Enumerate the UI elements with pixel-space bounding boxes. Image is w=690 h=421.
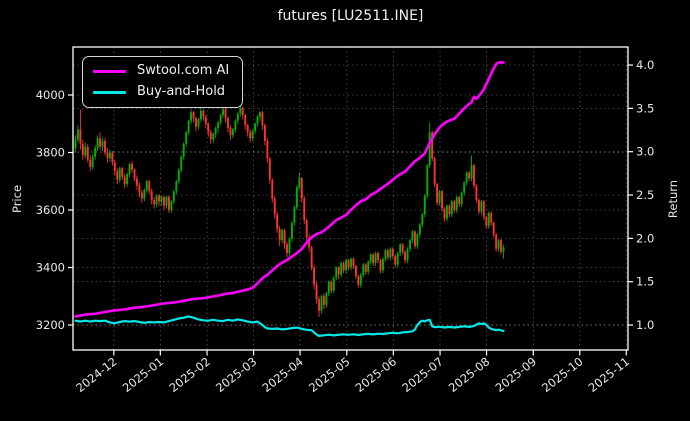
svg-text:2025-10: 2025-10 [539, 354, 585, 395]
return-axis-title: Return [666, 179, 680, 219]
axis-ticks-and-labels: 3200 3400 3600 3800 4000 1.0 1.5 2.0 2.5 3.0 3.5 4.… [36, 58, 655, 395]
svg-text:3.0: 3.0 [636, 145, 654, 159]
svg-text:2025-11: 2025-11 [586, 354, 632, 395]
ai-line-swatch-icon [93, 69, 126, 73]
svg-text:1.0: 1.0 [636, 318, 654, 332]
svg-text:2025-05: 2025-05 [306, 354, 352, 395]
bh-line-swatch-icon [93, 90, 126, 94]
ai-line [74, 61, 505, 318]
legend-label-ai: Swtool.com AI [137, 63, 230, 78]
svg-text:4.0: 4.0 [636, 58, 654, 72]
plot-border [72, 46, 629, 351]
svg-text:3.5: 3.5 [636, 101, 654, 115]
svg-text:3200: 3200 [36, 318, 65, 332]
candles-layer [74, 102, 505, 317]
svg-text:2025-02: 2025-02 [166, 354, 212, 395]
svg-text:2.0: 2.0 [636, 231, 654, 245]
svg-text:2025-06: 2025-06 [353, 354, 399, 395]
svg-text:2024-12: 2024-12 [73, 354, 119, 395]
svg-text:2025-07: 2025-07 [399, 354, 445, 395]
legend-label-buy-and-hold: Buy-and-Hold [137, 84, 226, 100]
svg-text:3400: 3400 [36, 260, 65, 274]
svg-text:2025-08: 2025-08 [446, 354, 492, 395]
svg-text:2025-04: 2025-04 [259, 354, 305, 395]
legend-item-buy-and-hold: Buy-and-Hold [93, 84, 229, 100]
svg-text:3600: 3600 [36, 203, 65, 217]
grid-layer [73, 47, 628, 350]
svg-text:3800: 3800 [36, 146, 65, 160]
svg-text:2.5: 2.5 [636, 188, 654, 202]
chart-title: futures [LU2511.INE] [277, 8, 424, 24]
svg-text:2025-03: 2025-03 [213, 354, 259, 395]
chart-legend: Swtool.com AI Buy-and-Hold [82, 56, 244, 108]
price-axis-title: Price [10, 184, 24, 214]
bh-line [74, 315, 505, 337]
svg-text:4000: 4000 [36, 88, 65, 102]
legend-item-ai: Swtool.com AI [93, 63, 230, 78]
svg-text:2025-01: 2025-01 [120, 354, 166, 395]
svg-text:1.5: 1.5 [636, 275, 654, 289]
svg-text:2025-09: 2025-09 [493, 354, 539, 395]
